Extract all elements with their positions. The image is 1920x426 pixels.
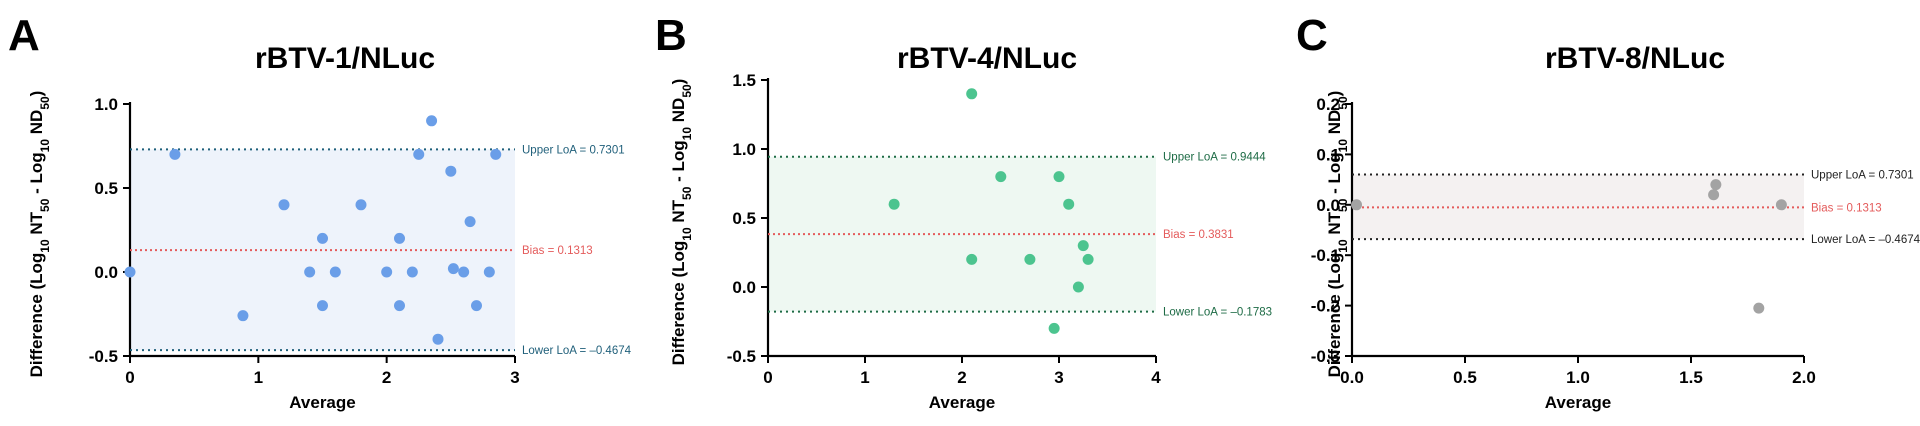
- data-point-a: [426, 115, 438, 127]
- data-point-a: [483, 266, 495, 278]
- panel-c: C rBTV-8/NLuc -0.3 -0.2 -0.1 0.0 0.1 0.2 0.0 0.…: [1296, 11, 1920, 412]
- y-tick-label-a: 1.0: [94, 95, 118, 114]
- y-tick-label-c: -0.2: [1311, 297, 1340, 316]
- loa-band-b: [768, 156, 1156, 312]
- x-axis-title-b: Average: [929, 393, 995, 412]
- y-tick-label-c: 0.0: [1316, 196, 1340, 215]
- data-point-b: [966, 88, 978, 100]
- y-tick-label-a: 0.0: [94, 263, 118, 282]
- lower-loa-label-a: Lower LoA = –0.4674: [522, 345, 632, 357]
- x-tick-label-a: 2: [382, 368, 391, 387]
- x-tick-label-c: 2.0: [1792, 368, 1816, 387]
- data-point-a: [447, 263, 459, 275]
- upper-loa-label-c: Upper LoA = 0.7301: [1811, 170, 1914, 182]
- y-tick-label-b: 1.0: [732, 140, 756, 159]
- y-axis-title-a: Difference (Log10 NT50 - Log10 ND50): [27, 91, 52, 378]
- data-point-a: [445, 165, 457, 177]
- upper-loa-label-a: Upper LoA = 0.7301: [522, 144, 625, 156]
- x-tick-label-c: 0.0: [1340, 368, 1364, 387]
- data-point-a: [406, 266, 418, 278]
- bias-label-c: Bias = 0.1313: [1811, 202, 1882, 214]
- x-tick-label-a: 1: [254, 368, 263, 387]
- y-tick-label-b: 0.0: [732, 278, 756, 297]
- y-tick-label-c: -0.3: [1311, 347, 1340, 366]
- data-point-c: [1708, 189, 1720, 201]
- x-tick-label-b: 2: [957, 368, 966, 387]
- panel-letter-b: B: [655, 11, 687, 60]
- data-point-a: [458, 266, 470, 278]
- data-point-a: [317, 232, 328, 244]
- bias-label-b: Bias = 0.3831: [1163, 229, 1234, 241]
- x-tick-label-b: 4: [1151, 368, 1161, 387]
- data-point-b: [995, 171, 1007, 183]
- data-point-c: [1351, 199, 1363, 211]
- data-point-b: [1063, 198, 1075, 210]
- data-point-a: [394, 300, 405, 312]
- panel-a: A rBTV-1/NLuc -0.5 0.0 0.5 1.0 0 1 2 3 Average Di…: [8, 11, 632, 412]
- y-axis-title-b: Difference (Log10 NT50 - Log10 ND50): [669, 79, 694, 366]
- panel-b: B rBTV-4/NLuc -0.5 0.0 0.5 1.0 1.5 0 1 2 3 4 Avera…: [655, 11, 1272, 412]
- data-point-c: [1753, 302, 1765, 314]
- data-point-a: [471, 300, 482, 312]
- data-point-a: [304, 266, 316, 278]
- x-tick-label-b: 3: [1054, 368, 1063, 387]
- data-point-a: [490, 148, 502, 160]
- y-axis-title-c: Difference (Log10 NT50 - Log10 ND50): [1325, 91, 1350, 378]
- data-point-b: [888, 198, 900, 210]
- lower-loa-label-b: Lower LoA = –0.1783: [1163, 307, 1272, 319]
- chart-title-c: rBTV-8/NLuc: [1545, 42, 1725, 75]
- data-point-a: [278, 199, 290, 211]
- x-axis-title-c: Average: [1545, 393, 1611, 412]
- panel-letter-c: C: [1296, 11, 1328, 60]
- bias-label-a: Bias = 0.1313: [522, 245, 593, 257]
- x-tick-label-a: 3: [510, 368, 519, 387]
- data-point-c: [1710, 179, 1722, 191]
- x-tick-label-c: 0.5: [1453, 368, 1477, 387]
- data-point-b: [1053, 171, 1065, 183]
- data-point-b: [1072, 281, 1084, 293]
- data-point-a: [329, 266, 341, 278]
- x-tick-label-a: 0: [125, 368, 134, 387]
- data-point-a: [381, 266, 393, 278]
- chart-title-a: rBTV-1/NLuc: [255, 42, 435, 75]
- x-tick-label-b: 0: [763, 368, 772, 387]
- y-tick-label-a: -0.5: [89, 347, 118, 366]
- loa-band-a: [130, 149, 515, 351]
- data-point-a: [394, 232, 405, 244]
- data-point-b: [1082, 253, 1094, 265]
- panel-letter-a: A: [8, 11, 40, 60]
- x-tick-label-c: 1.5: [1679, 368, 1703, 387]
- data-point-b: [966, 253, 978, 265]
- data-point-a: [237, 310, 249, 322]
- x-tick-label-c: 1.0: [1566, 368, 1590, 387]
- y-tick-label-a: 0.5: [94, 179, 118, 198]
- x-axis-title-a: Average: [289, 393, 355, 412]
- lower-loa-label-c: Lower LoA = –0.4674: [1811, 234, 1920, 246]
- data-point-b: [1048, 322, 1060, 334]
- chart-title-b: rBTV-4/NLuc: [897, 42, 1077, 75]
- y-tick-label-b: 0.5: [732, 209, 756, 228]
- y-tick-label-c: -0.1: [1311, 246, 1340, 265]
- upper-loa-label-b: Upper LoA = 0.9444: [1163, 152, 1266, 164]
- data-point-b: [1077, 240, 1089, 252]
- data-point-a: [464, 216, 476, 228]
- data-point-c: [1775, 199, 1787, 211]
- plot-area-c: -0.3 -0.2 -0.1 0.0 0.1 0.2 0.0 0.5 1.0 1.5 2.0 Aver…: [1311, 91, 1920, 412]
- data-point-a: [355, 199, 367, 211]
- plot-area-b: -0.5 0.0 0.5 1.0 1.5 0 1 2 3 4 Average Difference (…: [669, 71, 1272, 412]
- y-tick-label-b: 1.5: [732, 71, 756, 90]
- x-tick-label-b: 1: [860, 368, 869, 387]
- y-tick-label-c: 0.1: [1316, 145, 1340, 164]
- data-point-a: [317, 300, 328, 312]
- y-tick-label-c: 0.2: [1316, 95, 1340, 114]
- data-point-a: [413, 148, 425, 160]
- data-point-b: [1024, 253, 1036, 265]
- y-tick-label-b: -0.5: [727, 347, 756, 366]
- data-point-a: [169, 148, 181, 160]
- plot-area-a: -0.5 0.0 0.5 1.0 0 1 2 3 Average Difference (Log1…: [27, 91, 632, 412]
- data-point-a: [432, 333, 444, 345]
- data-point-a: [124, 266, 136, 278]
